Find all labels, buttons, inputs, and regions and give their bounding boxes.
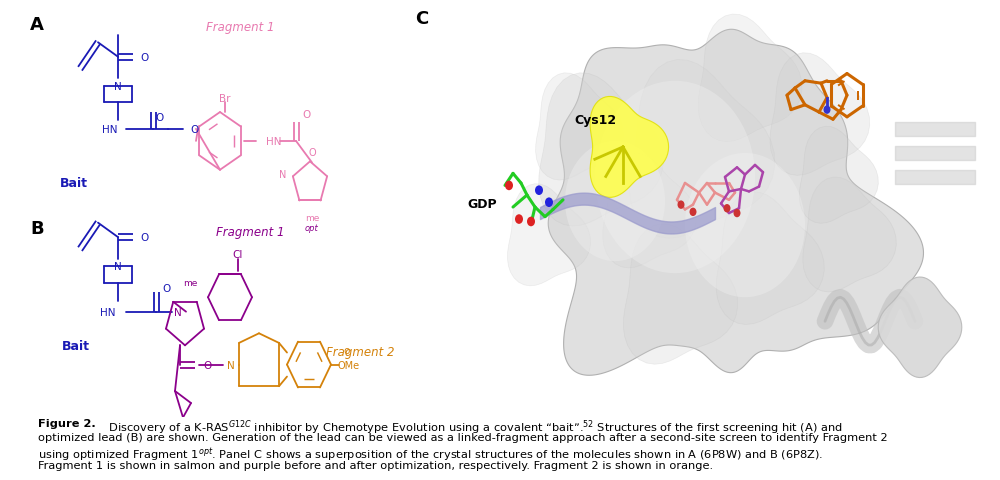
Text: Br: Br — [219, 94, 231, 103]
Text: N: N — [174, 307, 182, 317]
Circle shape — [505, 181, 513, 191]
Polygon shape — [536, 73, 623, 180]
Polygon shape — [716, 192, 824, 325]
Circle shape — [515, 215, 523, 225]
Circle shape — [535, 186, 543, 196]
Text: using optimized Fragment 1$^{opt}$. Panel C shows a superposition of the crystal: using optimized Fragment 1$^{opt}$. Pane… — [38, 446, 823, 464]
Circle shape — [595, 82, 755, 274]
Text: me: me — [184, 279, 198, 288]
Text: N: N — [114, 262, 122, 271]
Text: N: N — [279, 169, 287, 180]
Text: Fragment 1 is shown in salmon and purple before and after optimization, respecti: Fragment 1 is shown in salmon and purple… — [38, 460, 713, 470]
Circle shape — [565, 142, 665, 262]
Text: HN: HN — [100, 307, 116, 317]
Circle shape — [685, 154, 805, 298]
Circle shape — [824, 106, 830, 115]
Text: Figure 2.: Figure 2. — [38, 418, 96, 428]
Text: Fragment 2: Fragment 2 — [326, 345, 394, 358]
Text: B: B — [30, 220, 44, 238]
Polygon shape — [629, 60, 775, 239]
Text: o: o — [343, 346, 349, 355]
Polygon shape — [539, 74, 663, 227]
Circle shape — [527, 217, 535, 227]
Text: O: O — [203, 360, 211, 370]
Text: A: A — [30, 16, 44, 34]
Text: GDP: GDP — [467, 197, 497, 211]
Circle shape — [690, 208, 696, 216]
Text: C: C — [415, 10, 428, 27]
Polygon shape — [799, 127, 878, 224]
Text: Bait: Bait — [60, 177, 88, 190]
Text: O: O — [308, 147, 316, 157]
Circle shape — [678, 201, 684, 209]
Polygon shape — [623, 224, 738, 364]
Polygon shape — [590, 97, 669, 198]
Text: opt: opt — [305, 224, 319, 232]
Text: Bait: Bait — [62, 339, 90, 352]
Text: O: O — [140, 53, 148, 62]
Text: Cl: Cl — [233, 250, 243, 259]
Polygon shape — [878, 277, 962, 378]
Polygon shape — [507, 184, 591, 286]
Text: HN: HN — [102, 125, 118, 134]
Text: O: O — [190, 125, 198, 134]
Text: O: O — [156, 113, 164, 122]
Polygon shape — [603, 154, 696, 268]
Polygon shape — [548, 30, 923, 375]
Text: N: N — [227, 360, 235, 370]
Text: Fragment 1: Fragment 1 — [206, 21, 274, 34]
Text: optimized lead (B) are shown. Generation of the lead can be viewed as a linked-f: optimized lead (B) are shown. Generation… — [38, 432, 888, 442]
Text: O: O — [140, 233, 148, 242]
Polygon shape — [770, 54, 870, 176]
Text: O: O — [162, 283, 170, 293]
Text: Discovery of a K-RAS$^{G12C}$ inhibitor by Chemotype Evolution using a covalent : Discovery of a K-RAS$^{G12C}$ inhibitor … — [105, 418, 843, 436]
Circle shape — [734, 209, 740, 218]
Text: me: me — [305, 214, 320, 222]
Text: N: N — [114, 82, 122, 91]
Circle shape — [724, 204, 730, 213]
Polygon shape — [803, 178, 896, 292]
Polygon shape — [698, 15, 802, 143]
Text: HN: HN — [266, 137, 282, 146]
Text: Cys12: Cys12 — [574, 113, 616, 127]
Text: O: O — [302, 110, 310, 120]
Circle shape — [545, 198, 553, 207]
Text: Fragment 1: Fragment 1 — [216, 225, 284, 238]
Text: OMe: OMe — [337, 360, 359, 370]
